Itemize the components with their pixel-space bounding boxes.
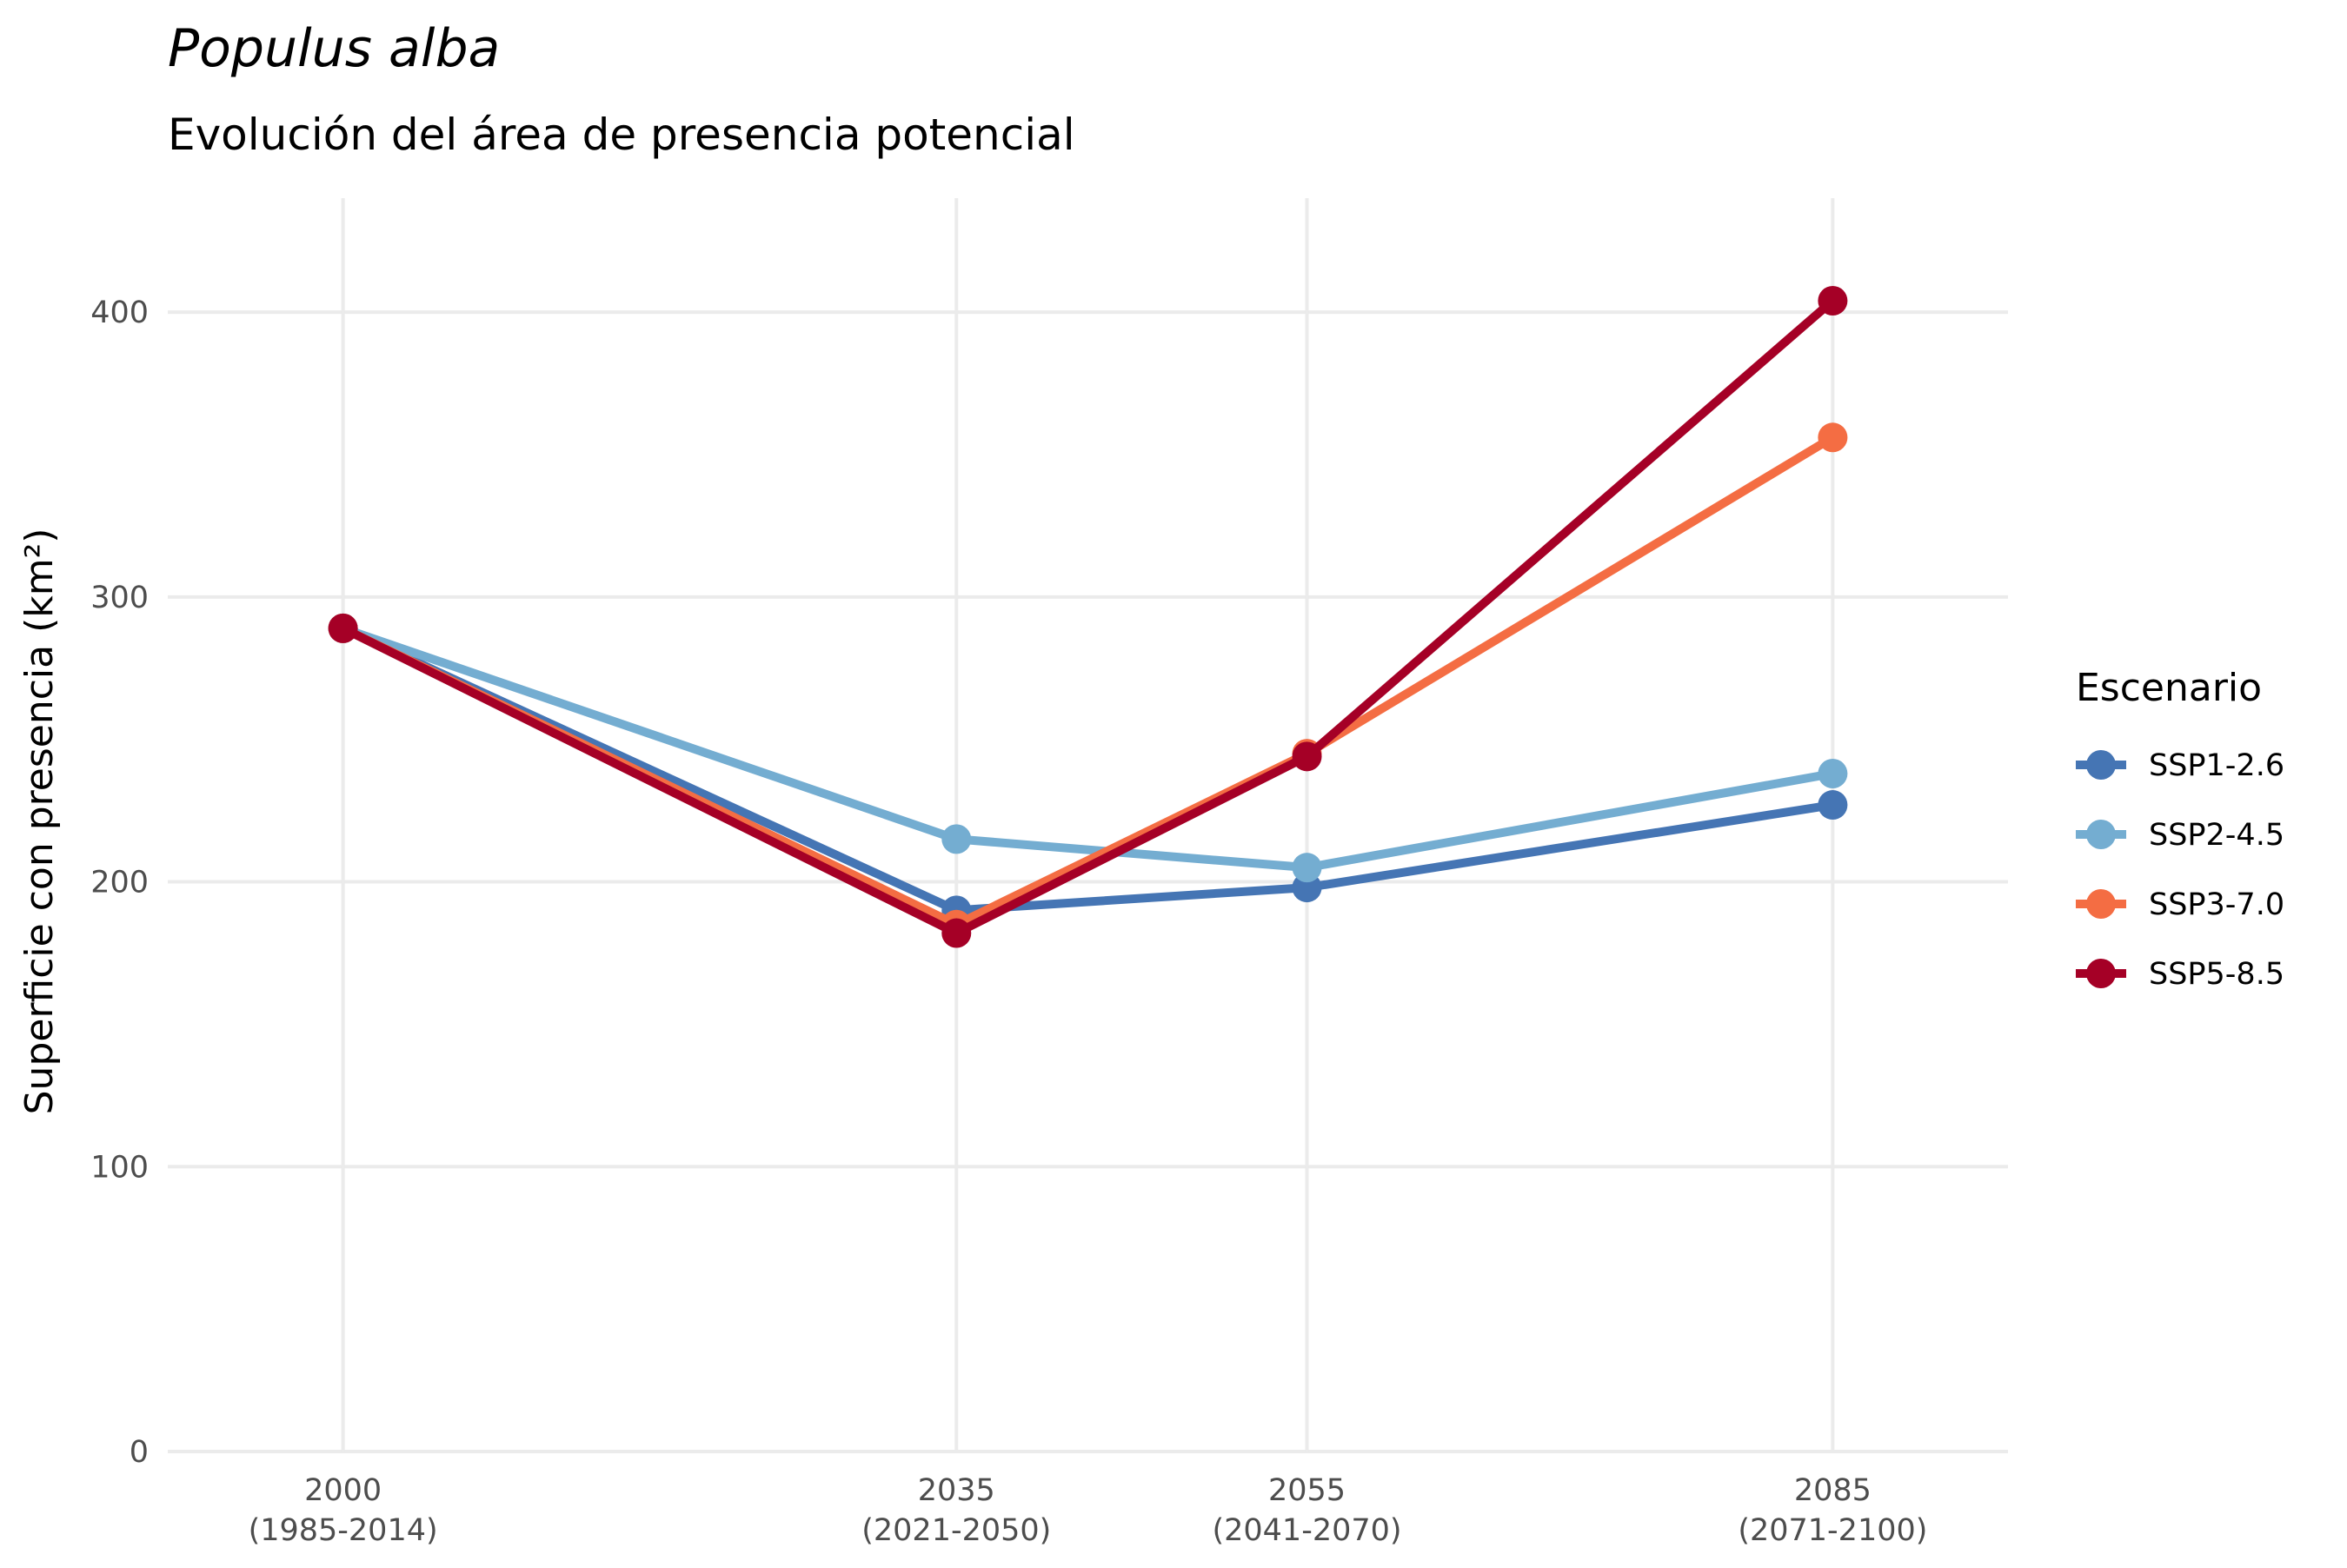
x-tick-label-year: 2000 [304,1473,382,1508]
data-point [1292,853,1322,883]
series-line [341,624,1834,873]
y-tick-label: 0 [130,1435,149,1470]
series-SSP3-7.0 [328,422,1848,940]
chart-title: Populus alba [168,18,500,79]
legend-key-point [2086,889,2116,919]
data-point [1818,422,1848,453]
series-line [341,297,1836,938]
data-point [941,918,972,948]
data-point [1818,285,1848,316]
x-tick-label-range: (1985-2014) [249,1513,438,1548]
data-point [1292,741,1322,772]
y-tick-label: 100 [90,1150,149,1185]
series-line [341,624,1834,915]
legend-label: SSP5-8.5 [2149,957,2284,992]
y-tick-label: 200 [90,866,149,900]
legend-label: SSP2-4.5 [2149,818,2284,853]
x-tick-label-range: (2041-2070) [1212,1513,1401,1548]
chart-subtitle: Evolución del área de presencia potencia… [168,110,1075,160]
y-tick-label: 300 [90,581,149,615]
x-tick-label-range: (2071-2100) [1738,1513,1927,1548]
y-tick-label: 400 [90,296,149,330]
series-SSP1-2.6 [328,613,1848,926]
data-point [1818,790,1848,821]
legend-key-point [2086,820,2116,849]
x-tick-label-year: 2085 [1794,1473,1872,1508]
data-point [941,824,972,854]
legend: Escenario SSP1-2.6 SSP2-4.5 SSP3-7.0 SSP5-8… [2076,666,2284,992]
series-layer [328,285,1848,948]
legend-title: Escenario [2076,666,2262,710]
data-point [1818,759,1848,789]
y-axis-title: Superficie con presencia (km²) [17,528,62,1115]
legend-item: SSP1-2.6 [2076,748,2284,783]
legend-label: SSP1-2.6 [2149,748,2284,783]
legend-item: SSP5-8.5 [2076,957,2284,992]
x-tick-label-year: 2035 [918,1473,995,1508]
legend-key-point [2086,750,2116,780]
axes: 0 100 200 300 400 2000 (1985-2014) 2035 (2021-20… [90,296,1927,1548]
data-point [328,613,358,643]
x-tick-label-year: 2055 [1268,1473,1346,1508]
legend-key-point [2086,959,2116,988]
gridlines [168,198,2008,1453]
legend-item: SSP2-4.5 [2076,818,2284,853]
legend-item: SSP3-7.0 [2076,887,2284,922]
legend-label: SSP3-7.0 [2149,887,2284,922]
series-SSP5-8.5 [328,285,1848,948]
x-tick-label-range: (2021-2050) [861,1513,1051,1548]
